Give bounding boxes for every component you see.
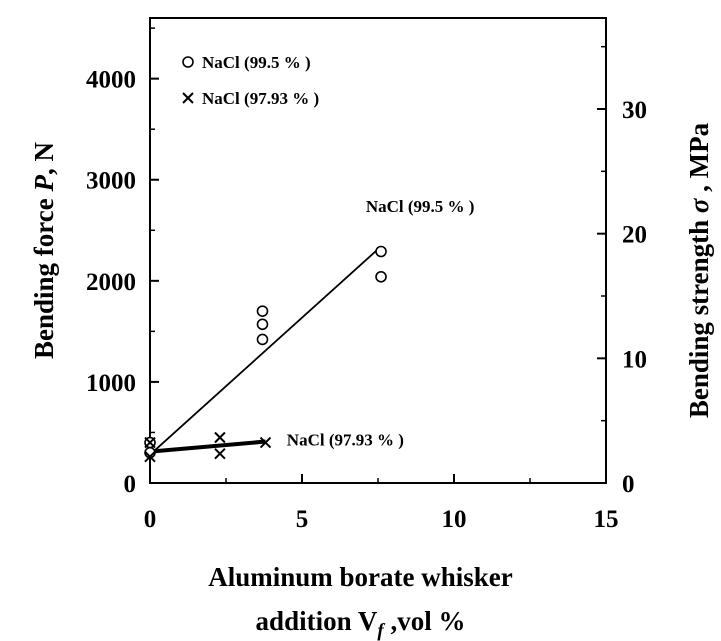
- y-right-axis-label: Bending strength σ , MPa: [684, 122, 714, 418]
- data-point-series-1: [256, 318, 269, 331]
- y-left-axis-label-part: Bending force: [29, 192, 59, 360]
- x-axis-label-prefix: addition V: [255, 606, 378, 636]
- x-axis-label-text: Aluminum borate whisker: [208, 562, 513, 592]
- x-tick-label: 15: [594, 506, 619, 533]
- y-left-axis-label-part: P: [29, 175, 59, 193]
- legend-marker-1: [182, 56, 194, 68]
- data-point-series-1: [256, 333, 269, 346]
- fit-line-series-1: [149, 245, 382, 456]
- y-right-axis-label-part: σ: [684, 197, 714, 213]
- legend-label-2: NaCl (97.93 % ): [202, 89, 319, 108]
- data-point-series-2: [214, 447, 226, 460]
- legend-marker-2-stroke: [182, 92, 194, 104]
- y-left-tick-label: 1000: [86, 370, 136, 397]
- data-point-series-2: [214, 431, 226, 444]
- y-left-tick-label: 4000: [86, 67, 136, 94]
- data-point-series-1: [375, 245, 387, 258]
- y-right-axis-label-part: Bending strength: [684, 213, 714, 418]
- x-axis-label-line2: addition Vf ,vol %: [0, 606, 721, 641]
- y-left-tick-label: 2000: [86, 269, 136, 296]
- data-point-series-2: [259, 436, 272, 449]
- y-right-axis-label-part: , MPa: [684, 122, 714, 198]
- data-point-series-2: [144, 436, 156, 449]
- y-right-tick-label: 0: [622, 471, 635, 498]
- y-right-tick-label: 20: [622, 222, 647, 249]
- x-tick-label: 5: [296, 506, 309, 533]
- data-point-series-1: [375, 270, 387, 283]
- annotation-1: NaCl (99.5 % ): [366, 197, 475, 216]
- x-tick-label: 0: [144, 506, 157, 533]
- legend-marker-2: [182, 92, 194, 104]
- y-left-tick-label: 3000: [86, 168, 136, 195]
- x-tick-label: 10: [442, 506, 467, 533]
- data-point-series-2-stroke: [214, 447, 226, 460]
- data-point-series-2-stroke: [144, 451, 156, 463]
- data-point-series-1: [256, 305, 269, 317]
- y-right-tick-label: 10: [622, 346, 647, 373]
- data-point-series-2: [144, 451, 156, 463]
- data-point-series-2-stroke: [144, 436, 156, 449]
- legend-label-1: NaCl (99.5 % ): [202, 53, 311, 72]
- data-point-series-2-stroke: [214, 431, 226, 444]
- x-axis-label-unit: ,vol %: [383, 606, 466, 636]
- x-axis-label-line1: Aluminum borate whisker: [0, 562, 721, 593]
- y-right-tick-label: 30: [622, 97, 647, 124]
- data-point-series-2-stroke: [259, 436, 272, 449]
- y-left-axis-label: Bending force P, N: [29, 142, 59, 360]
- annotation-2: NaCl (97.93 % ): [287, 431, 404, 450]
- fit-line-series-2: [149, 439, 266, 454]
- y-left-axis-label-part: , N: [29, 142, 59, 176]
- y-left-tick-label: 0: [124, 471, 137, 498]
